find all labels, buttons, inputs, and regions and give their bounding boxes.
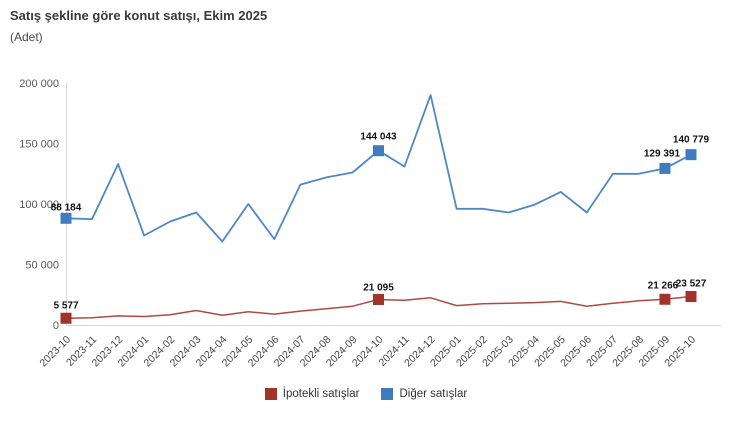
other-series-line [65,94,692,243]
mortgaged-data-label: 23 527 [676,279,707,290]
mortgaged-data-label: 21 095 [363,282,394,293]
other-data-label: 88 184 [51,202,82,213]
other-series-marker [60,212,72,224]
y-tick-label: 100 000 [19,199,59,211]
chart-subtitle: (Adet) [10,30,43,44]
chart-legend: İpotekli satışlar Diğer satışlar [0,388,732,400]
other-series-swatch [381,388,394,400]
legend-label-mortgaged: İpotekli satışlar [282,388,360,400]
mortgaged-series-marker [373,293,384,305]
y-tick-label: 50 000 [25,260,59,272]
mortgaged-series-marker [685,291,697,303]
y-tick-label: 0 [53,320,59,332]
other-series-marker [373,145,384,157]
legend-item-other[interactable]: Diğer satışlar [381,388,467,400]
other-data-label: 129 391 [644,148,681,159]
mortgaged-data-label: 5 577 [53,300,78,311]
chart-title: Satış şekline göre konut satışı, Ekim 20… [10,8,268,23]
mortgaged-series-marker [659,293,671,305]
y-tick-label: 150 000 [19,139,59,151]
other-data-label: 144 043 [360,132,397,143]
mortgaged-data-label: 21 266 [648,280,679,291]
mortgaged-series-marker [60,312,72,324]
other-series-marker [685,149,697,161]
mortgaged-series-swatch [264,388,277,400]
other-data-label: 140 779 [673,135,710,146]
legend-label-other: Diğer satışlar [399,388,468,400]
other-series-marker [659,162,671,174]
y-tick-label: 200 000 [19,78,59,90]
legend-item-mortgaged[interactable]: İpotekli satışlar [264,388,360,400]
